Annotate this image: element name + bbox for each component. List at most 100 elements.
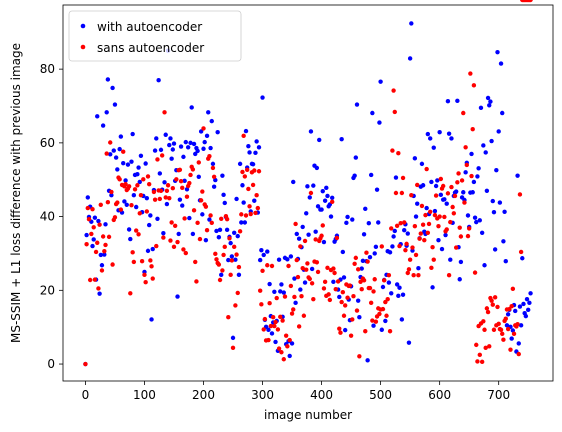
data-point-sans [214,257,219,262]
data-point-with [419,161,425,167]
data-point-with [242,220,248,225]
data-point-sans [438,176,444,182]
data-point-sans [368,300,374,306]
data-point-with [163,132,168,137]
data-point-with [260,95,265,100]
data-point-sans [259,302,264,307]
data-point-sans [148,258,153,263]
data-point-sans [292,294,297,300]
data-point-with [168,136,173,141]
data-point-with [131,193,137,198]
data-point-sans [492,295,498,300]
data-point-with [379,327,384,332]
data-point-sans [496,321,501,327]
data-point-sans [383,299,388,305]
data-point-sans [110,262,115,267]
data-point-sans [385,296,390,302]
data-point-sans [361,278,367,283]
data-point-with [111,148,116,153]
data-point-with [115,167,120,172]
data-point-sans [197,236,203,242]
data-point-sans [354,308,360,313]
data-point-with [373,244,379,250]
data-point-sans [99,268,105,273]
data-point-sans [456,171,461,176]
data-point-sans [123,181,128,187]
data-point-sans [507,306,512,312]
data-point-sans [157,196,163,202]
data-point-sans [162,110,167,115]
data-point-with [143,161,148,166]
data-point-with [198,129,204,134]
data-point-with [490,198,495,204]
data-point-with [90,243,95,249]
data-point-with [243,128,249,134]
data-point-sans [200,189,205,194]
data-point-with [311,183,316,188]
data-point-sans [475,359,480,364]
data-point-with [285,257,290,262]
data-point-sans [211,174,217,179]
data-point-sans [430,244,435,250]
data-point-with [184,187,190,192]
legend-label-sans-autoencoder: sans autoencoder [97,41,204,55]
data-point-with [368,172,374,178]
data-point-sans [220,268,225,273]
data-point-sans [387,329,393,334]
data-point-sans [270,315,276,320]
data-point-with [84,232,89,238]
data-point-with [503,259,508,264]
data-point-sans [451,211,457,216]
data-point-sans [390,148,395,153]
data-point-with [216,235,222,240]
data-point-with [430,285,435,290]
data-point-sans [403,247,408,253]
data-point-with [253,150,258,156]
data-point-with [219,272,224,278]
data-point-sans [308,190,314,196]
data-point-sans [256,169,262,174]
data-point-sans [272,323,277,329]
data-point-sans [327,297,333,303]
data-point-sans [184,194,190,199]
data-point-with [171,141,177,146]
data-point-with [520,256,525,261]
data-point-with [350,217,355,222]
data-point-sans [118,207,124,212]
data-point-sans [389,226,394,231]
data-point-with [416,266,421,271]
data-point-sans [275,327,281,332]
data-point-sans [96,286,101,291]
data-point-sans [345,295,350,300]
data-point-with [461,190,466,195]
data-point-with [502,209,507,214]
data-point-sans [373,319,379,324]
data-point-with [300,224,305,230]
x-tick-label: 700 [487,388,510,402]
x-axis: 0 100 200 300 400 500 600 700 [82,381,510,402]
data-point-with [273,339,278,345]
data-point-with [476,166,481,171]
data-point-with [504,323,510,328]
data-point-sans [500,331,505,337]
data-point-sans [262,316,268,322]
data-point-with [146,222,152,228]
data-point-sans [93,249,99,255]
data-point-sans [234,252,239,257]
data-point-with [91,237,96,242]
data-point-sans [495,304,500,310]
data-point-with [206,110,211,115]
data-point-with [500,110,505,116]
data-point-sans [484,306,490,311]
data-point-with [305,184,310,189]
data-point-sans [397,243,402,249]
data-point-with [203,237,209,243]
data-point-sans [359,287,364,292]
data-point-with [471,179,477,185]
data-point-with [247,150,252,155]
data-point-sans [106,234,112,240]
data-point-with [488,99,493,104]
data-point-with [130,131,135,137]
data-point-with [185,145,191,150]
data-point-sans [410,245,415,250]
